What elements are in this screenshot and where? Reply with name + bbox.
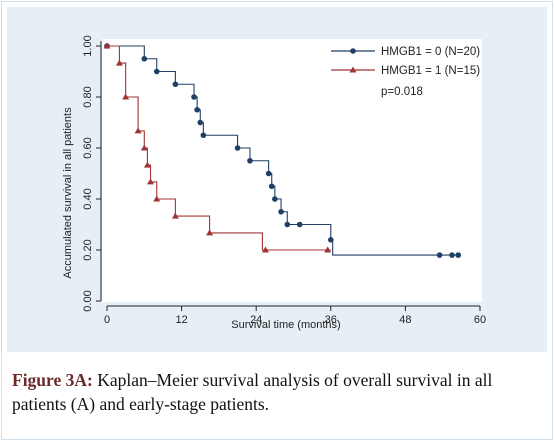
km-line-hmgb1-0 xyxy=(107,45,459,256)
legend-label-hmgb1-1: HMGB1 = 1 (N=15) xyxy=(381,65,480,77)
legend: HMGB1 = 0 (N=20) HMGB1 = 1 (N=15) p=0.01… xyxy=(331,46,480,98)
marker-hmgb1-0 xyxy=(191,94,197,100)
legend-label-hmgb1-0: HMGB1 = 0 (N=20) xyxy=(381,46,480,58)
km-chart: 0.00 0.20 0.40 0.60 0.80 1.00 0 12 24 36 48 60 Sur… xyxy=(62,35,486,331)
x-tick-label: 48 xyxy=(399,314,411,326)
y-tick-label: 0.40 xyxy=(82,188,94,209)
marker-hmgb1-0 xyxy=(265,170,272,177)
y-ticks: 0.00 0.20 0.40 0.60 0.80 1.00 xyxy=(82,35,101,312)
marker-hmgb1-1 xyxy=(115,59,123,66)
marker-hmgb1-1 xyxy=(171,212,179,219)
legend-marker-hmgb1-0 xyxy=(350,48,356,54)
marker-hmgb1-0 xyxy=(153,68,160,75)
plot-region xyxy=(102,39,482,302)
marker-hmgb1-0 xyxy=(278,208,284,215)
marker-hmgb1-1 xyxy=(324,246,332,253)
x-axis-label: Survival time (months) xyxy=(231,319,340,331)
figure-caption: Figure 3A: Kaplan–Meier survival analysi… xyxy=(12,368,547,416)
marker-hmgb1-0 xyxy=(172,81,179,88)
marker-hmgb1-1 xyxy=(206,229,214,236)
x-tick-label: 12 xyxy=(175,314,187,326)
marker-hmgb1-0 xyxy=(455,252,462,258)
marker-hmgb1-1 xyxy=(103,42,111,49)
marker-hmgb1-0 xyxy=(200,132,207,139)
caption-text: Kaplan–Meier survival analysis of overal… xyxy=(12,370,493,414)
marker-hmgb1-0 xyxy=(449,252,455,258)
marker-hmgb1-0 xyxy=(328,237,334,243)
y-tick-label: 0.80 xyxy=(82,86,94,107)
p-value-annotation: p=0.018 xyxy=(381,86,423,98)
x-tick-label: 24 xyxy=(250,314,262,326)
legend-marker-hmgb1-1 xyxy=(349,66,357,73)
y-tick-label: 0.60 xyxy=(82,137,94,158)
y-tick-label: 1.00 xyxy=(82,35,94,56)
marker-hmgb1-0 xyxy=(436,252,443,258)
y-axis-label: Accumulated survival in all patients xyxy=(62,107,74,279)
y-tick-label: 0.00 xyxy=(82,290,94,311)
series-layer xyxy=(103,42,462,258)
marker-hmgb1-0 xyxy=(197,119,204,126)
marker-hmgb1-1 xyxy=(143,161,151,168)
y-tick-label: 0.20 xyxy=(82,239,94,260)
marker-hmgb1-1 xyxy=(134,127,142,134)
x-tick-label: 60 xyxy=(474,314,486,326)
x-tick-label: 36 xyxy=(325,314,337,326)
marker-hmgb1-0 xyxy=(194,106,200,113)
marker-hmgb1-1 xyxy=(147,178,155,185)
marker-hmgb1-0 xyxy=(247,157,253,164)
marker-hmgb1-0 xyxy=(141,55,148,62)
marker-hmgb1-1 xyxy=(153,195,161,202)
marker-hmgb1-1 xyxy=(140,144,148,151)
x-ticks: 0 12 24 36 48 60 xyxy=(104,306,486,326)
marker-hmgb1-0 xyxy=(234,145,241,151)
marker-hmgb1-0 xyxy=(284,221,291,228)
caption-lead: Figure 3A: xyxy=(12,370,93,390)
marker-hmgb1-1 xyxy=(122,93,130,100)
marker-hmgb1-0 xyxy=(272,196,278,202)
marker-hmgb1-0 xyxy=(296,221,303,228)
x-tick-label: 0 xyxy=(104,314,110,326)
marker-hmgb1-1 xyxy=(262,246,270,253)
marker-hmgb1-0 xyxy=(268,183,275,190)
